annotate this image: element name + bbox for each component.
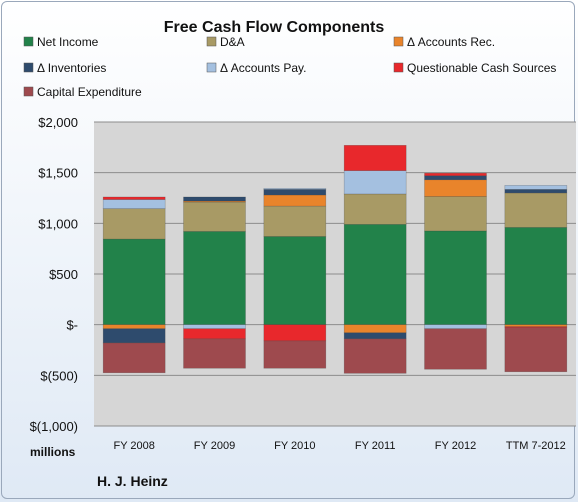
bar-segment xyxy=(263,324,327,342)
y-tick-label: $(1,000) xyxy=(30,419,78,434)
legend-swatch xyxy=(23,62,34,73)
bar-segment xyxy=(504,189,568,194)
bar-segment xyxy=(504,185,568,190)
legend-label: Capital Expenditure xyxy=(37,85,142,99)
gridlines xyxy=(94,121,576,427)
legend-swatch xyxy=(393,36,404,47)
company-name: H. J. Heinz xyxy=(97,473,168,489)
y-tick-label: $500 xyxy=(49,267,78,282)
x-tick-label: FY 2011 xyxy=(355,440,396,452)
bar-segment xyxy=(263,340,327,369)
bar-segment xyxy=(102,199,166,209)
bar-segment xyxy=(263,205,327,237)
legend-swatch xyxy=(206,62,217,73)
bar-segment xyxy=(102,328,166,344)
bar-segment xyxy=(424,179,487,197)
bar-segment xyxy=(102,208,166,240)
bar-segment xyxy=(183,338,246,369)
bar-segment xyxy=(183,328,246,340)
legend-label: D&A xyxy=(220,35,245,49)
y-tick-label: $2,000 xyxy=(38,115,78,130)
bar-segment xyxy=(183,196,246,202)
bar-segment xyxy=(263,236,327,325)
bar-segment xyxy=(102,196,166,200)
bar-segment xyxy=(263,188,327,190)
x-axis-ticks: FY 2008 FY 2009 FY 2010 FY 2011 FY 2012 TTM 7… xyxy=(113,440,565,452)
bar-segment xyxy=(343,224,407,325)
bar-segment xyxy=(102,342,166,374)
y-tick-label: $1,000 xyxy=(38,216,78,231)
x-tick-label: FY 2009 xyxy=(194,440,235,452)
chart-title: Free Cash Flow Components xyxy=(164,19,385,36)
x-tick-label: FY 2012 xyxy=(435,440,476,452)
x-tick-label: FY 2008 xyxy=(113,440,154,452)
bars xyxy=(102,145,568,374)
bar-segment xyxy=(343,338,407,374)
bar-segment xyxy=(424,196,487,232)
legend-swatch xyxy=(23,86,34,97)
bar-segment xyxy=(102,238,166,325)
bar-segment xyxy=(343,193,407,225)
legend-swatch xyxy=(23,36,34,47)
bar-segment xyxy=(183,324,246,330)
y-tick-label: $(500) xyxy=(40,368,78,383)
bar-segment xyxy=(343,145,407,171)
bar-segment xyxy=(183,231,246,325)
bar-segment xyxy=(424,175,487,181)
bar-segment xyxy=(343,324,407,334)
bar-segment xyxy=(424,230,487,325)
x-tick-label: FY 2010 xyxy=(274,440,315,452)
bar-segment xyxy=(343,332,407,340)
legend: Net Income D&A Δ Accounts Rec. Δ Inventorie… xyxy=(23,35,556,99)
unit-label: millions xyxy=(30,445,76,459)
bar-segment xyxy=(183,201,246,232)
bar-segment xyxy=(504,192,568,228)
legend-label: Net Income xyxy=(37,35,99,49)
bar-segment xyxy=(424,324,487,330)
legend-swatch xyxy=(393,62,404,73)
bar-segment xyxy=(504,327,568,373)
bar-segment xyxy=(263,189,327,196)
bar-segment xyxy=(504,227,568,325)
legend-label: Δ Accounts Rec. xyxy=(407,35,495,49)
x-tick-label: TTM 7-2012 xyxy=(506,440,566,452)
legend-label: Δ Accounts Pay. xyxy=(220,61,307,75)
legend-label: Δ Inventories xyxy=(37,61,106,75)
bar-segment xyxy=(504,324,568,327)
bar-segment xyxy=(424,172,487,177)
bar-segment xyxy=(102,324,166,330)
bar-segment xyxy=(343,170,407,195)
y-axis-ticks: $2,000 $1,500 $1,000 $500 $- $(500) $(1,000) xyxy=(30,115,78,434)
legend-swatch xyxy=(206,36,217,47)
legend-label: Questionable Cash Sources xyxy=(407,61,556,75)
bar-segment xyxy=(263,194,327,207)
y-tick-label: $1,500 xyxy=(38,166,78,181)
y-tick-label: $- xyxy=(66,318,78,333)
bar-segment xyxy=(424,328,487,370)
